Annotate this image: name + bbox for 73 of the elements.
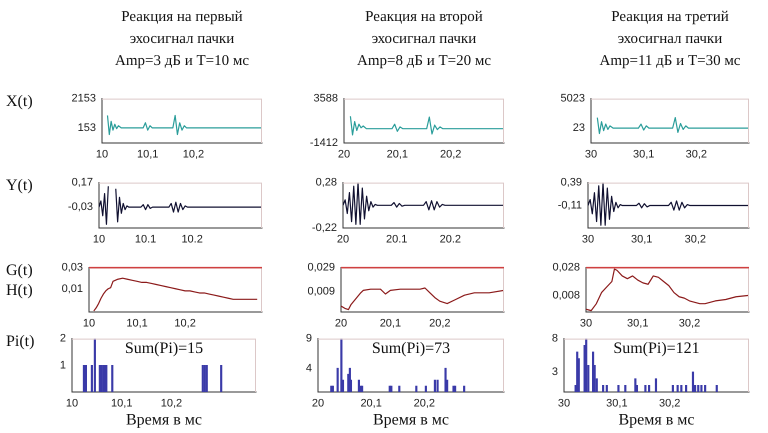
x-tick-label: 10,2 [174, 318, 196, 330]
annotation: Sum(Pi)=73 [372, 340, 450, 357]
y-tick-label: 0,008 [552, 289, 580, 302]
y-tick-label: 0,009 [307, 286, 335, 298]
x-tick-label: 30 [558, 398, 570, 410]
x-tick-label: 20 [312, 398, 324, 410]
x-tick-label: 30,1 [632, 148, 654, 161]
x-axis-title: Время в мс [126, 412, 202, 429]
y-tick-label: 0,39 [560, 176, 582, 189]
y-tick-label: 0,029 [307, 262, 335, 274]
x-tick-label: 20 [336, 234, 350, 246]
y-axis-title: G(t) H(t) [6, 261, 33, 301]
x-tick-label: 20.2 [440, 234, 462, 246]
x-tick-label: 20,2 [440, 148, 462, 161]
x-tick-label: 30 [580, 318, 592, 330]
x-tick-label: 10 [82, 318, 96, 330]
x-tick-label: 30,2 [686, 148, 708, 161]
y-tick-label: 2153 [72, 92, 96, 105]
y-tick-label: -0,22 [312, 222, 337, 234]
y-axis-title: Y(t) [6, 176, 33, 196]
x-tick-label: 30,1 [627, 318, 648, 330]
y-tick-label: -0,11 [558, 200, 582, 212]
x-tick-label: 20.1 [386, 234, 408, 246]
y-tick-label: 0,17 [72, 176, 93, 189]
x-tick-label: 10,2 [160, 398, 182, 410]
x-tick-label: 10,1 [111, 398, 132, 410]
annotation: Sum(Pi)=15 [124, 340, 204, 357]
y-tick-label: 3588 [314, 92, 338, 105]
x-tick-label: 30,2 [684, 234, 706, 246]
y-tick-label: -0,03 [68, 201, 93, 214]
x-axis-title: Время в мс [618, 412, 695, 429]
x-tick-label: 30,2 [678, 318, 700, 330]
x-tick-label: 30,2 [659, 398, 680, 410]
y-axis-title: X(t) [6, 92, 33, 112]
x-tick-label: 10.2 [181, 234, 203, 246]
x-tick-label: 10,1 [137, 148, 158, 161]
x-tick-label: 20 [334, 318, 348, 330]
y-tick-label: 23 [572, 122, 585, 134]
annotation: Sum(Pi)=121 [613, 340, 700, 357]
y-tick-label: 8 [552, 332, 558, 345]
y-tick-label: 4 [306, 362, 312, 374]
x-tick-label: 20,2 [414, 398, 435, 410]
chart-title: Реакция на первый эхосигнал пачки Amp=3 дБ и T=10 мс [114, 8, 250, 71]
y-tick-label: 3 [552, 366, 558, 378]
chart-title: Реакция на третий эхосигнал пачки Amp=11 дБ и T=30 мс [598, 8, 742, 71]
x-tick-label: 10,1 [126, 318, 148, 330]
y-tick-label: 5023 [560, 92, 585, 105]
y-tick-label: 0,28 [316, 176, 337, 189]
x-tick-label: 20,2 [429, 318, 450, 330]
y-tick-label: 0,028 [552, 262, 580, 274]
x-tick-label: 30 [582, 234, 594, 246]
x-tick-label: 30,1 [630, 234, 652, 246]
x-tick-label: 20,1 [380, 318, 402, 330]
x-axis-title: Время в мс [372, 412, 450, 429]
y-tick-label: 0,01 [62, 282, 83, 295]
y-tick-label: 0,03 [62, 262, 83, 274]
x-tick-label: 30,1 [606, 398, 628, 410]
x-tick-label: 10.1 [134, 234, 156, 246]
x-tick-label: 10 [66, 398, 78, 410]
y-tick-label: -1412 [310, 137, 338, 150]
x-tick-label: 10 [92, 234, 106, 246]
y-tick-label: 1 [60, 359, 66, 372]
x-tick-label: 30 [584, 148, 598, 161]
y-tick-label: 153 [78, 122, 96, 134]
y-tick-label: 9 [306, 332, 312, 345]
x-tick-label: 20 [338, 148, 350, 161]
x-tick-label: 20,1 [360, 398, 382, 410]
chart-title: Реакция на второй эхосигнал пачки Amp=8 дБ и T=20 мс [356, 8, 492, 71]
x-tick-label: 10 [96, 148, 108, 161]
y-axis-title: Pi(t) [6, 332, 34, 352]
x-tick-label: 20,1 [386, 148, 408, 161]
y-tick-label: 2 [60, 332, 66, 345]
x-tick-label: 10,2 [182, 148, 204, 161]
